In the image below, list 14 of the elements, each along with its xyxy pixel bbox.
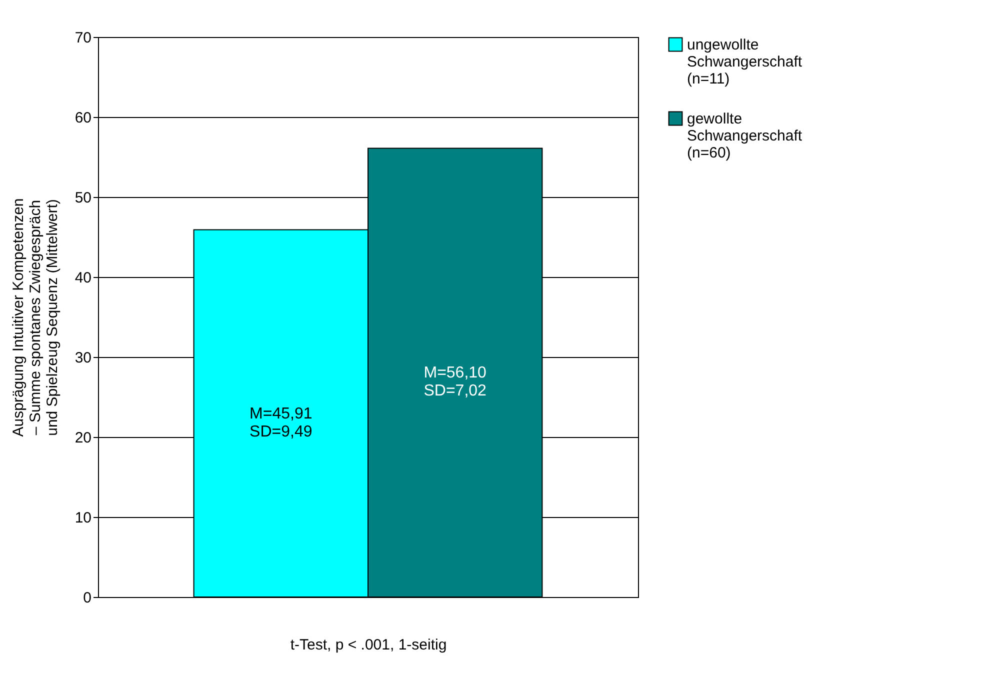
y-tick-label: 10 [74, 510, 92, 526]
data-label: M=56,10 SD=7,02 [424, 364, 487, 400]
y-tick-label: 0 [83, 590, 92, 606]
y-tick-label: 50 [74, 190, 92, 206]
y-axis-title: Ausprägung Intuitiver Kompetenzen – Summe spontanes Zwiegespräch und Spielzeug Sequenz (Mittelwert) [10, 198, 61, 437]
x-axis-title: t-Test, p < .001, 1-seitig [290, 636, 447, 654]
y-tick-label: 40 [74, 270, 92, 286]
data-label: M=45,91 SD=9,49 [250, 405, 312, 440]
y-tick-label: 70 [74, 30, 92, 46]
y-tick-label: 60 [74, 110, 92, 126]
legend-label: gewollte Schwangerschaft (n=60) [687, 110, 803, 162]
y-tick-label: 30 [74, 350, 92, 366]
y-tick-label: 20 [74, 430, 92, 446]
legend-label: ungewollte Schwangerschaft (n=11) [687, 36, 803, 88]
